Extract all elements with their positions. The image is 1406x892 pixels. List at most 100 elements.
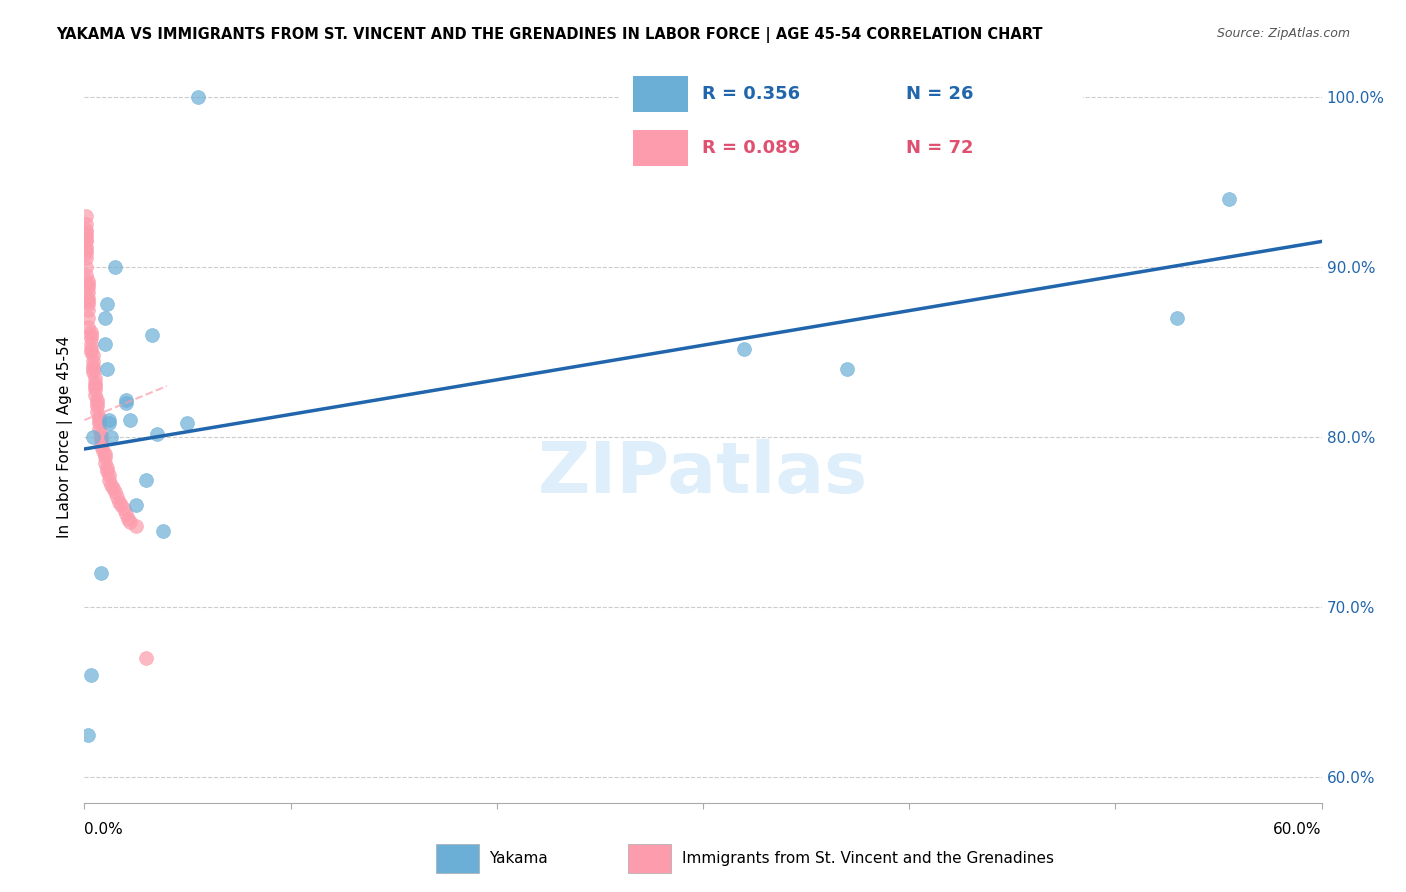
blue (145, 426, 167, 441)
pink (83, 370, 105, 384)
pink (75, 268, 97, 283)
Text: Source: ZipAtlas.com: Source: ZipAtlas.com (1216, 27, 1350, 40)
pink (112, 501, 135, 516)
Text: R = 0.089: R = 0.089 (702, 139, 800, 157)
pink (94, 450, 117, 465)
Text: R = 0.356: R = 0.356 (702, 85, 800, 103)
pink (114, 507, 136, 521)
pink (87, 421, 110, 435)
pink (87, 413, 110, 427)
pink (75, 218, 97, 232)
pink (79, 325, 101, 339)
blue (1166, 311, 1188, 326)
pink (75, 209, 97, 223)
blue (77, 728, 100, 742)
blue (94, 311, 117, 326)
Text: Yakama: Yakama (489, 851, 548, 866)
pink (75, 233, 97, 247)
FancyBboxPatch shape (609, 55, 1092, 181)
pink (75, 252, 97, 266)
pink (90, 430, 112, 444)
pink (83, 387, 105, 401)
pink (75, 229, 97, 244)
pink (135, 651, 157, 665)
pink (86, 392, 108, 407)
blue (114, 396, 136, 410)
Bar (633, 130, 689, 166)
blue (187, 90, 209, 104)
pink (82, 348, 104, 362)
pink (77, 277, 100, 291)
Bar (628, 844, 671, 873)
pink (75, 260, 97, 274)
pink (82, 362, 104, 376)
pink (98, 467, 121, 482)
blue (152, 524, 174, 538)
blue (96, 297, 118, 311)
pink (77, 285, 100, 300)
pink (82, 366, 104, 380)
pink (91, 443, 114, 458)
blue (79, 668, 101, 682)
pink (96, 460, 118, 475)
pink (125, 518, 148, 533)
pink (79, 345, 101, 359)
pink (98, 473, 121, 487)
Bar (436, 844, 478, 873)
pink (87, 409, 110, 424)
Text: YAKAMA VS IMMIGRANTS FROM ST. VINCENT AND THE GRENADINES IN LABOR FORCE | AGE 45: YAKAMA VS IMMIGRANTS FROM ST. VINCENT AN… (56, 27, 1043, 43)
pink (79, 336, 101, 351)
pink (100, 477, 122, 491)
pink (77, 293, 100, 308)
pink (90, 426, 112, 441)
Text: N = 72: N = 72 (907, 139, 974, 157)
blue (96, 362, 118, 376)
blue (141, 328, 163, 343)
pink (117, 512, 139, 526)
pink (86, 400, 108, 414)
pink (77, 274, 100, 288)
blue (135, 473, 157, 487)
blue (82, 430, 104, 444)
pink (94, 456, 117, 470)
pink (103, 481, 125, 495)
pink (77, 297, 100, 311)
blue (94, 336, 117, 351)
pink (75, 243, 97, 257)
pink (79, 328, 101, 343)
blue (1218, 192, 1240, 206)
blue (98, 417, 121, 431)
pink (90, 439, 112, 453)
pink (83, 379, 105, 393)
blue (90, 566, 112, 581)
blue (125, 498, 148, 512)
Text: 0.0%: 0.0% (84, 822, 124, 837)
pink (75, 235, 97, 249)
blue (98, 413, 121, 427)
pink (87, 417, 110, 431)
pink (1393, 668, 1406, 682)
pink (104, 484, 127, 499)
pink (90, 434, 112, 448)
pink (110, 498, 132, 512)
pink (75, 246, 97, 260)
pink (83, 376, 105, 390)
blue (118, 413, 141, 427)
Text: Immigrants from St. Vincent and the Grenadines: Immigrants from St. Vincent and the Gren… (682, 851, 1053, 866)
pink (83, 383, 105, 397)
pink (77, 319, 100, 334)
pink (82, 359, 104, 373)
pink (77, 311, 100, 326)
pink (77, 280, 100, 294)
blue (176, 417, 198, 431)
pink (75, 239, 97, 253)
pink (77, 291, 100, 305)
blue (114, 392, 136, 407)
Y-axis label: In Labor Force | Age 45-54: In Labor Force | Age 45-54 (58, 336, 73, 538)
Text: ZIPatlas: ZIPatlas (538, 439, 868, 508)
Bar (633, 76, 689, 112)
pink (77, 302, 100, 317)
pink (79, 342, 101, 356)
blue (837, 362, 859, 376)
pink (86, 404, 108, 418)
